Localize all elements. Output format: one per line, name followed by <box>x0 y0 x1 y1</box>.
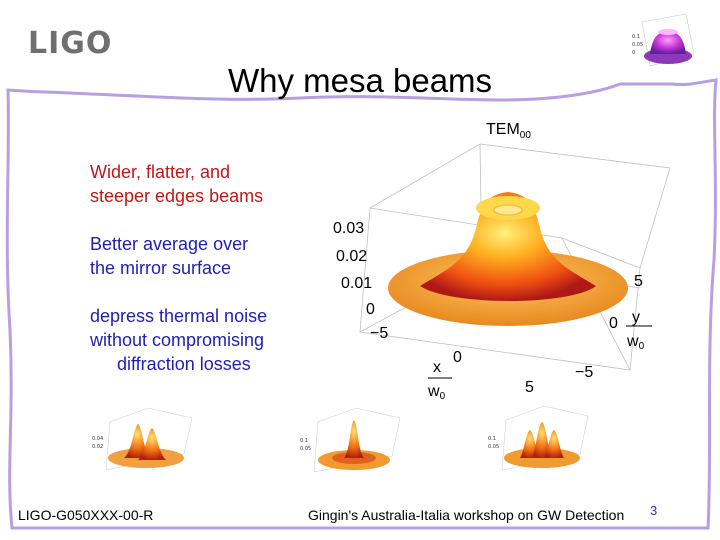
z-tick: 0 <box>366 301 375 318</box>
svg-text:0.1: 0.1 <box>632 34 640 40</box>
svg-text:0.04: 0.04 <box>92 436 103 442</box>
bullet-line: diffraction losses <box>117 354 251 374</box>
y-axis-label: y <box>632 309 640 326</box>
slide-title: Why mesa beams <box>227 62 493 99</box>
footer-workshop: Gingin's Australia-Italia workshop on GW… <box>308 507 625 523</box>
x-tick: 5 <box>525 379 534 396</box>
x-axis-label: x <box>433 359 441 376</box>
bullet-line: Wider, flatter, and <box>90 162 231 182</box>
plot-title: TEM00 <box>486 121 531 141</box>
mode-thumbnail-1: 0.04 0.02 <box>92 407 193 471</box>
mesa-thumbnail-top: 0.1 0.05 0 <box>632 13 695 67</box>
bullet-line: Better average over <box>90 234 249 254</box>
mesa-body <box>420 192 596 301</box>
y-tick: −5 <box>575 364 593 381</box>
x-tick: 0 <box>453 349 462 366</box>
mesa-top-ring <box>493 204 523 216</box>
svg-text:0.1: 0.1 <box>300 438 308 444</box>
bullet-line: depress thermal noise <box>90 306 268 326</box>
y-tick: 0 <box>609 315 618 332</box>
bullet-line: steeper edges beams <box>90 186 264 206</box>
z-tick: 0.01 <box>341 275 372 292</box>
svg-text:0.05: 0.05 <box>300 446 311 452</box>
z-tick: 0.02 <box>336 248 367 265</box>
x-tick: −5 <box>370 325 388 342</box>
bullet-better-average: Better average over the mirror surface <box>90 232 248 280</box>
svg-text:0.05: 0.05 <box>488 444 499 450</box>
footer-doc-id: LIGO-G050XXX-00-R <box>18 507 154 523</box>
mode-thumbnail-2: 0.1 0.05 <box>300 407 401 473</box>
svg-text:0.05: 0.05 <box>632 42 643 48</box>
page-number: 3 <box>650 503 658 518</box>
bullet-wider-flatter: Wider, flatter, and steeper edges beams <box>90 160 263 208</box>
mode-thumbnail-3: 0.1 0.05 <box>488 405 589 471</box>
mesa-beam-3d-plot: TEM00 0.03 0.02 0.01 0 −5 0 5 5 0 −5 x w… <box>333 121 671 402</box>
bullet-line: the mirror surface <box>90 258 232 278</box>
svg-text:0.02: 0.02 <box>92 444 103 450</box>
x-axis-label-denominator: w0 <box>427 383 446 402</box>
bullet-line: without compromising <box>90 330 265 350</box>
svg-text:0.1: 0.1 <box>488 436 496 442</box>
y-tick: 5 <box>634 273 643 290</box>
z-tick: 0.03 <box>333 220 364 237</box>
bullet-thermal-noise: depress thermal noise without compromisi… <box>90 304 267 376</box>
ligo-logo: LIGO <box>28 26 113 61</box>
y-axis-label-denominator: w0 <box>626 333 645 352</box>
svg-text:0: 0 <box>632 50 635 56</box>
